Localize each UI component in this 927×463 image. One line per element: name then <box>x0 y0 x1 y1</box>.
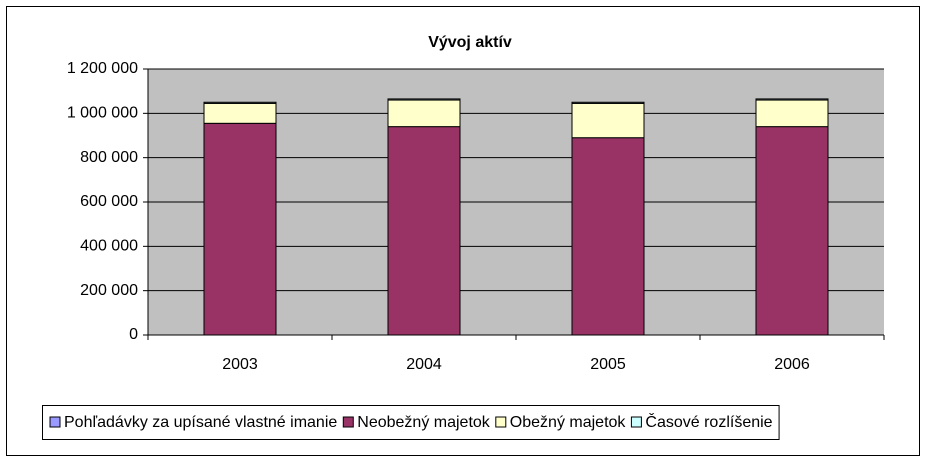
bar-segment <box>387 99 461 128</box>
y-tick-label: 400 000 <box>80 238 138 255</box>
y-tick-label: 600 000 <box>80 193 138 210</box>
x-tick-label: 2006 <box>774 356 810 373</box>
legend-swatch <box>342 416 354 428</box>
legend-swatch <box>49 416 61 428</box>
y-tick-label: 800 000 <box>80 149 138 166</box>
legend-swatch <box>495 416 507 428</box>
legend-label: Obežný majetok <box>510 414 627 431</box>
chart-title: Vývoj aktív <box>428 34 512 51</box>
bar-segment <box>203 122 277 336</box>
bar-segment <box>755 126 829 336</box>
bar-segment <box>755 99 829 128</box>
bar-segment <box>755 98 829 101</box>
x-tick-label: 2005 <box>590 356 626 373</box>
bar-segment <box>203 101 277 104</box>
bar-segment <box>387 126 461 336</box>
y-tick-label: 200 000 <box>80 282 138 299</box>
x-tick-label: 2004 <box>406 356 442 373</box>
legend-label: Pohľadávky za upísané vlastné imanie <box>64 414 337 431</box>
y-tick-label: 1 200 000 <box>67 60 138 77</box>
x-tick-label: 2003 <box>222 356 258 373</box>
legend-swatch <box>630 416 642 428</box>
bar-segment <box>571 101 645 104</box>
bar-segment <box>571 102 645 139</box>
legend-label: Časové rozlíšenie <box>645 412 772 431</box>
legend-box <box>42 405 780 440</box>
bar-segment <box>203 102 277 124</box>
legend-label: Neobežný majetok <box>357 414 491 431</box>
bar-segment <box>387 98 461 101</box>
bar-segment <box>571 137 645 336</box>
y-tick-label: 1 000 000 <box>67 105 138 122</box>
y-tick-label: 0 <box>129 326 138 343</box>
